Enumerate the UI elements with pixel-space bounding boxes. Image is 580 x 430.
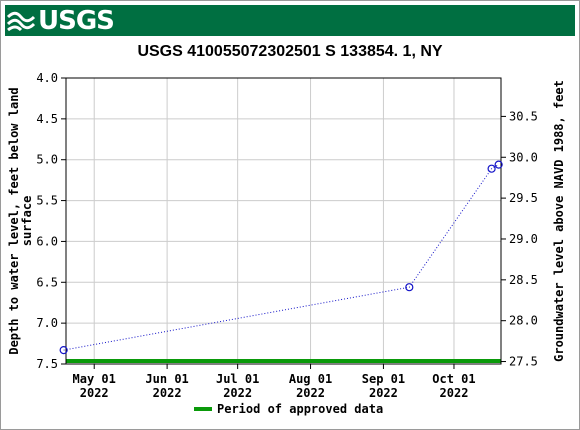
usgs-logo[interactable]: USGS (7, 6, 115, 36)
series-line (63, 164, 499, 351)
y-left-tick-label: 7.0 (36, 316, 58, 330)
x-tick-label-month: Aug 01 (289, 372, 332, 386)
chart-title: USGS 410055072302501 S 133854. 1, NY (137, 43, 443, 60)
data-point (494, 160, 503, 169)
y-left-tick-label: 5.5 (36, 194, 58, 208)
usgs-logo-text: USGS (38, 6, 115, 36)
plot-area-border (65, 77, 502, 365)
usgs-wave-icon (7, 11, 35, 32)
x-tick-label-month: May 01 (73, 372, 116, 386)
y-right-axis-title: Groundwater level above NAVD 1988, feet (552, 80, 566, 362)
data-point (405, 283, 414, 292)
x-tick-label-year: 2022 (440, 386, 469, 400)
x-tick-label-month: Jul 01 (216, 372, 259, 386)
x-tick-label-year: 2022 (369, 386, 398, 400)
legend-label-approved: Period of approved data (217, 402, 383, 416)
y-right-tick-label: 30.0 (509, 150, 538, 164)
usgs-banner: USGS (5, 5, 575, 36)
x-tick-label-year: 2022 (153, 386, 182, 400)
y-left-tick-label: 6.5 (36, 275, 58, 289)
y-left-axis-title: Depth to water level, feet below landsur… (7, 87, 34, 354)
y-left-tick-label: 5.0 (36, 153, 58, 167)
y-right-tick-label: 27.5 (509, 355, 538, 369)
x-tick-label-month: Oct 01 (432, 372, 475, 386)
x-tick-label-year: 2022 (296, 386, 325, 400)
y-left-tick-label: 4.0 (36, 71, 58, 85)
x-tick-label-month: Sep 01 (362, 372, 405, 386)
y-right-tick-label: 28.5 (509, 273, 538, 287)
y-right-tick-label: 28.0 (509, 314, 538, 328)
y-left-tick-label: 4.5 (36, 112, 58, 126)
y-left-tick-label: 7.5 (36, 357, 58, 371)
data-point (487, 164, 496, 173)
x-tick-label-year: 2022 (80, 386, 109, 400)
x-tick-label-year: 2022 (223, 386, 252, 400)
data-point (59, 346, 68, 355)
y-right-tick-label: 29.0 (509, 232, 538, 246)
x-tick-label-month: Jun 01 (145, 372, 188, 386)
y-right-tick-label: 30.5 (509, 109, 538, 123)
y-right-tick-label: 29.5 (509, 191, 538, 205)
y-left-tick-label: 6.0 (36, 234, 58, 248)
